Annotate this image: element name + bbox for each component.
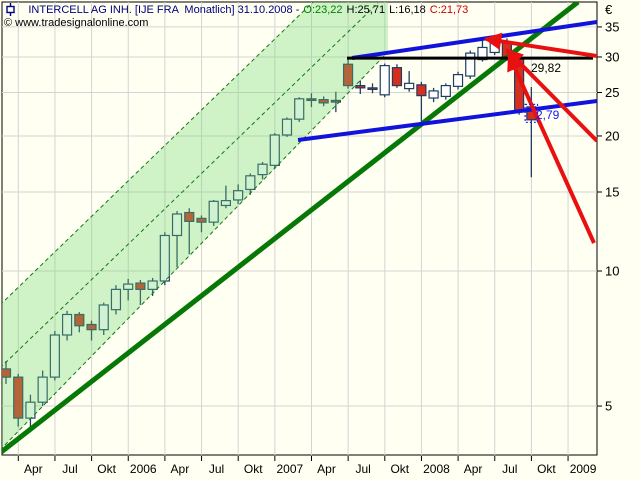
y-axis-label: 20 [605,128,619,143]
regression-channel[interactable] [0,2,389,450]
selected-candle-marker [524,103,539,123]
x-axis-label: Apr [464,462,483,476]
candle[interactable] [220,185,232,209]
x-axis-label: 2009 [570,462,597,476]
x-axis-label: Apr [171,462,190,476]
candle[interactable] [294,97,305,122]
candle[interactable] [318,96,329,107]
plot-area[interactable] [1,1,598,456]
x-axis-label: Jul [502,462,517,476]
resistance-price-label: 29,82 [531,61,562,75]
candle[interactable] [306,93,317,108]
blue-trendline[interactable] [297,99,597,142]
candle[interactable] [13,373,24,427]
x-axis-label: Okt [537,462,556,476]
regression-channel-fill [2,2,388,448]
candle[interactable] [428,87,439,103]
candle[interactable] [37,370,48,407]
y-axis-label: 15 [605,185,619,200]
candle[interactable] [61,310,73,341]
candle[interactable] [171,211,183,268]
candle[interactable] [184,208,195,255]
candle[interactable] [135,279,146,305]
low-value: L:16,18 [389,3,426,16]
red-arrow[interactable] [507,52,596,244]
candle[interactable] [440,83,451,100]
x-axis-label: Okt [244,462,263,476]
candle[interactable] [269,133,280,169]
chart-title-bar: INTERCELL AG INH. [IJE FRA Monatlich] 31… [6,3,472,16]
x-axis-label: 2007 [276,462,303,476]
trendline-value-label: 2,79 [536,108,560,122]
candle[interactable] [355,80,366,95]
candle[interactable] [110,285,122,315]
candle[interactable] [233,184,244,205]
y-axis-label: 10 [605,264,619,279]
candle[interactable] [379,63,390,98]
x-axis-label: Okt [390,462,409,476]
candle[interactable] [367,83,378,94]
candle[interactable] [208,199,219,226]
candle[interactable] [404,71,415,92]
y-axis-label: 25 [605,85,619,100]
candle[interactable] [74,312,85,333]
open-value: O:23,22 [303,3,343,16]
candle[interactable] [342,58,354,89]
x-axis-label: 2006 [130,462,157,476]
candle[interactable] [416,81,427,121]
blue-trendline[interactable] [351,20,597,60]
x-axis-label: Jul [355,462,370,476]
green-trendline[interactable] [0,2,580,455]
close-value: C:21,73 [429,3,469,16]
candle[interactable] [452,71,464,90]
x-axis: Apr Jul Okt 2006 Apr Jul Okt 2007 Apr Jul Okt 2008 A… [17,456,597,476]
red-arrow[interactable] [483,32,597,58]
copyright-watermark: © www.tradesignalonline.com [4,17,149,29]
y-axis-label: 30 [605,49,619,64]
currency-symbol: € [605,2,613,17]
x-axis-label: Okt [97,462,116,476]
candlestick-icon [6,0,24,28]
symbol-title: INTERCELL AG INH. [IJE FRA Monatlich] 31… [28,3,300,16]
x-axis-label: Apr [24,462,43,476]
x-axis-label: Jul [62,462,77,476]
y-axis-label: 5 [605,399,612,414]
high-value: H:25,71 [346,3,386,16]
candle[interactable] [391,64,403,88]
candle[interactable] [245,173,256,195]
candle[interactable] [465,50,476,79]
y-axis-label: 35 [605,19,619,34]
candle[interactable] [86,320,97,341]
x-axis-label: Apr [317,462,336,476]
candle[interactable] [196,215,207,233]
candle[interactable] [49,330,60,381]
x-axis-label: Jul [209,462,224,476]
candle[interactable] [98,302,109,336]
candle[interactable] [257,161,268,180]
candle[interactable] [159,232,170,286]
candle[interactable] [281,117,293,137]
candle[interactable] [2,361,12,384]
y-axis: 35 30 25 20 15 10 5 € [597,2,619,414]
candle[interactable] [123,278,134,301]
x-axis-label: 2008 [423,462,450,476]
candle[interactable] [330,91,341,113]
